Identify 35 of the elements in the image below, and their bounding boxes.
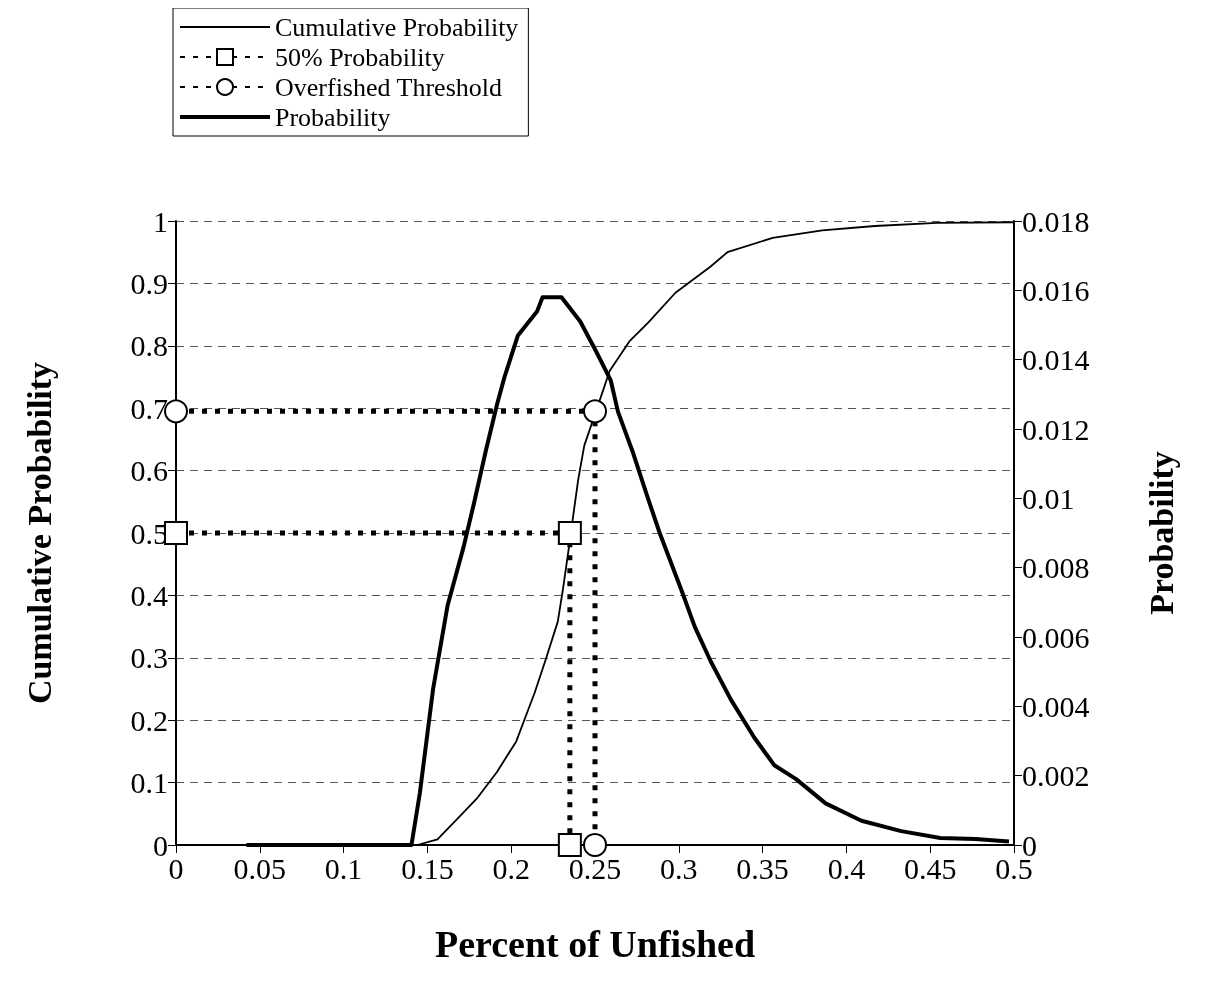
- y2-tick-label: 0.014: [1022, 343, 1090, 377]
- y-tick-label: 0.7: [130, 391, 168, 425]
- legend-label: Probability: [275, 102, 391, 132]
- y-axis-title: Cumulative Probability: [20, 361, 58, 705]
- y2-tick-label: 0.018: [1022, 204, 1090, 238]
- y-tick-label: 0.4: [130, 578, 168, 612]
- legend-label: Cumulative Probability: [275, 12, 519, 42]
- y-tick-label: 0.3: [130, 641, 168, 675]
- y2-tick-label: 0.006: [1022, 620, 1090, 654]
- x-axis-title: Percent of Unfished: [434, 923, 756, 965]
- x-tick-label: 0.05: [233, 851, 287, 885]
- y-tick-label: 0.6: [130, 454, 168, 488]
- y2-tick-label: 0.012: [1022, 412, 1090, 446]
- y-tick-label: 1: [153, 204, 168, 238]
- y2-tick-label: 0.01: [1022, 481, 1075, 515]
- x-tick-label: 0.2: [492, 851, 530, 885]
- y2-tick-label: 0.016: [1022, 273, 1090, 307]
- y2-axis-title: Probability: [1142, 451, 1180, 615]
- y-tick-label: 0: [153, 828, 168, 862]
- y-tick-label: 0.2: [130, 703, 168, 737]
- x-tick-label: 0.15: [401, 851, 454, 885]
- legend-label: 50% Probability: [275, 42, 445, 72]
- x-tick-label: 0.3: [660, 851, 698, 885]
- x-tick-label: 0.4: [827, 851, 866, 885]
- y2-tick-label: 0.002: [1022, 759, 1090, 793]
- y-tick-label: 0.8: [130, 329, 168, 363]
- x-tick-label: 0.25: [568, 851, 622, 885]
- y-tick-label: 0.9: [130, 266, 168, 300]
- x-tick-label: 0.45: [903, 851, 957, 885]
- y-tick-label: 0.1: [130, 766, 168, 800]
- y2-tick-label: 0.004: [1022, 689, 1090, 723]
- legend-label: Overfished Threshold: [275, 72, 502, 102]
- y2-tick-label: 0.008: [1022, 551, 1090, 585]
- x-tick-label: 0.1: [324, 851, 363, 885]
- x-tick-label: 0.35: [736, 851, 789, 885]
